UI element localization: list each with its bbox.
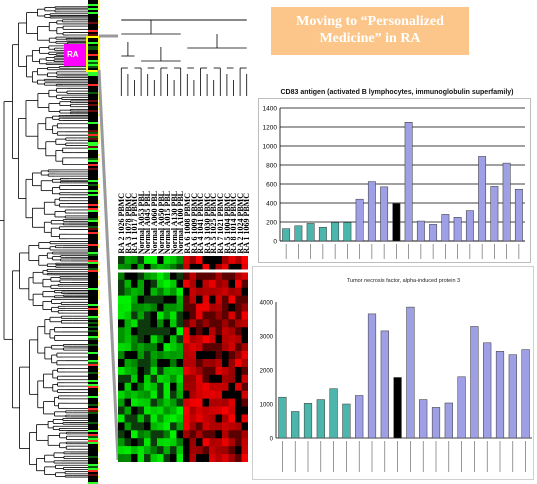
y-tick-label: 800 bbox=[266, 163, 277, 170]
bar bbox=[342, 403, 351, 439]
sample-dendrogram bbox=[120, 19, 248, 96]
bar bbox=[470, 326, 479, 439]
bar bbox=[457, 376, 466, 439]
zoom-box bbox=[86, 36, 100, 72]
y-tick-label: 0 bbox=[273, 239, 277, 246]
bar bbox=[406, 306, 415, 439]
y-tick-label: 200 bbox=[266, 220, 277, 227]
cd83-bar-chart: 0 200 400 600 800 1000 1200 1400 bbox=[258, 98, 531, 263]
bar bbox=[419, 399, 428, 439]
tnfaip3-bar-chart: 0 1000 2000 3000 4000 bbox=[260, 301, 532, 472]
slide-title: Moving to “Personalized Medicine” in RA bbox=[271, 7, 469, 55]
y-tick-label: 4000 bbox=[260, 301, 274, 307]
gene-dendrogram bbox=[0, 6, 88, 478]
bar bbox=[367, 313, 377, 439]
bar bbox=[303, 403, 313, 439]
bar bbox=[278, 396, 287, 439]
bar bbox=[495, 351, 505, 439]
bar bbox=[306, 223, 315, 242]
bar bbox=[444, 402, 453, 439]
chart-2-title: Tumor necrosis factor, alpha-induced pro… bbox=[346, 278, 461, 284]
bar bbox=[514, 188, 523, 242]
bar bbox=[393, 377, 402, 439]
bar bbox=[343, 222, 352, 242]
y-tick-label: 2000 bbox=[260, 369, 274, 375]
bar bbox=[521, 349, 530, 439]
y-tick-label: 3000 bbox=[260, 335, 274, 341]
bar bbox=[380, 330, 389, 439]
highlight-region bbox=[64, 44, 88, 66]
heatmap-strip bbox=[88, 0, 100, 484]
bar bbox=[465, 210, 474, 242]
zoomed-heatmap bbox=[118, 256, 248, 462]
highlight-label: RA bbox=[67, 50, 79, 59]
bar bbox=[282, 228, 291, 242]
bar bbox=[502, 162, 511, 242]
bar bbox=[318, 226, 327, 242]
bar bbox=[291, 411, 300, 439]
bar bbox=[490, 186, 499, 242]
y-tick-label: 1400 bbox=[263, 106, 278, 113]
y-tick-label: 1000 bbox=[260, 403, 274, 409]
bar bbox=[416, 220, 425, 242]
bar bbox=[392, 203, 401, 242]
bar bbox=[404, 122, 413, 242]
y-tick-label: 1200 bbox=[263, 125, 278, 132]
bar bbox=[380, 186, 389, 242]
bar bbox=[294, 225, 303, 242]
y-tick-label: 400 bbox=[266, 201, 277, 208]
bar bbox=[355, 395, 364, 439]
bar bbox=[329, 388, 338, 439]
bar bbox=[453, 217, 462, 242]
bar bbox=[331, 222, 340, 242]
bar bbox=[316, 399, 325, 439]
y-tick-label: 1000 bbox=[263, 144, 278, 151]
y-tick-label: 600 bbox=[266, 182, 277, 189]
sample-labels: RA 2 1026 PBMC RA 3 1078 PBMC RA 1 1017 PB… bbox=[117, 96, 252, 254]
bar bbox=[429, 224, 438, 242]
bar bbox=[431, 407, 441, 439]
bar bbox=[367, 181, 376, 242]
bar bbox=[478, 156, 487, 242]
y-tick-label: 0 bbox=[270, 437, 274, 443]
bar bbox=[355, 198, 364, 242]
chart-1-title: CD83 antigen (activated B lymphocytes, i… bbox=[280, 89, 514, 96]
sample-label: RA 1 1069 PBMC bbox=[242, 193, 252, 254]
bar bbox=[508, 354, 517, 439]
chart-2-frame bbox=[252, 266, 534, 480]
bar bbox=[483, 342, 492, 439]
bar bbox=[441, 214, 450, 242]
